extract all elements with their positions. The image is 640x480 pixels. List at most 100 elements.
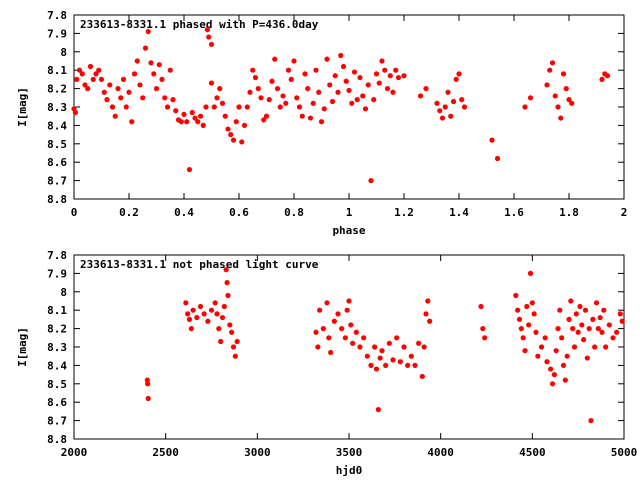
unphased-data-point (559, 335, 565, 341)
unphased-data-point (324, 300, 330, 306)
phased-data-point (82, 82, 88, 88)
unphased-data-point (478, 303, 484, 310)
unphased-chart-title: 233613-8331.1 not phased light curve (80, 258, 319, 271)
phased-data-point (357, 74, 363, 81)
phased-x-tick-label: 1.8 (559, 206, 579, 219)
unphased-data-point (555, 326, 561, 332)
unphased-data-point (373, 366, 380, 372)
unphased-data-point (619, 318, 625, 324)
unphased-data-point (610, 335, 616, 341)
phased-data-point (555, 104, 561, 110)
phased-data-point (93, 71, 99, 77)
unphased-data-point (544, 359, 550, 365)
phased-data-point (192, 115, 198, 121)
unphased-data-points (144, 267, 625, 424)
phased-data-point (445, 89, 451, 95)
unphased-data-point (560, 362, 567, 368)
phased-y-tick-label: 7.9 (47, 27, 67, 40)
unphased-data-point (205, 318, 211, 324)
unphased-data-point (535, 353, 541, 359)
unphased-data-point (421, 344, 427, 350)
phased-data-point (153, 86, 160, 92)
unphased-data-point (320, 326, 326, 332)
phased-data-point (327, 82, 333, 88)
unphased-data-point (218, 338, 224, 345)
phased-data-point (390, 89, 396, 95)
unphased-data-point (579, 322, 585, 328)
unphased-y-tick-label: 8 (60, 286, 67, 299)
unphased-data-point (377, 355, 383, 361)
unphased-data-point (513, 292, 519, 299)
phased-data-point (90, 76, 96, 82)
unphased-data-point (190, 307, 196, 313)
unphased-data-point (227, 322, 233, 328)
unphased-data-point (423, 311, 429, 317)
unphased-data-point (375, 406, 381, 413)
phased-data-point (241, 122, 248, 128)
phased-data-point (115, 86, 121, 92)
phased-data-point (120, 76, 127, 82)
unphased-data-point (145, 381, 151, 387)
unphased-y-tick-label: 8.8 (47, 433, 67, 446)
unphased-data-point (592, 344, 598, 350)
unphased-data-point (219, 314, 226, 321)
phased-y-tick-label: 8.2 (47, 83, 67, 96)
phased-plot-frame (73, 14, 625, 200)
phased-data-point (373, 71, 380, 77)
phased-data-point (544, 82, 550, 88)
phased-data-point (280, 93, 286, 99)
unphased-data-point (599, 329, 605, 335)
phased-x-tick-label: 0.6 (229, 206, 249, 219)
phased-data-point (351, 69, 358, 75)
unphased-data-point (584, 355, 590, 361)
unphased-y-tick-label: 7.9 (47, 267, 67, 280)
phased-data-point (437, 108, 443, 114)
unphased-data-point (225, 292, 231, 299)
unphased-data-point (208, 307, 215, 313)
unphased-data-point (557, 307, 563, 313)
phased-data-point (219, 100, 226, 106)
phased-data-point (552, 93, 558, 99)
unphased-data-point (603, 344, 609, 350)
phased-x-tick-labels: 0 0.2 0.4 0.6 0.8 1 1.2 1.4 1.6 1.8 2 (71, 206, 628, 219)
unphased-data-point (390, 357, 396, 363)
unphased-y-tick-label: 8.5 (47, 378, 67, 391)
unphased-data-point (214, 311, 220, 317)
phased-data-point (569, 100, 575, 106)
phased-data-point (189, 109, 195, 116)
phased-panel: 0 0.2 0.4 0.6 0.8 1 1.2 1.4 1.6 1.8 2 7.8 7.9 8 8.1 8.… (16, 9, 627, 237)
phased-data-point (222, 113, 228, 119)
phased-data-point (104, 97, 110, 103)
phased-data-point (197, 113, 204, 119)
unphased-y-tick-label: 8.2 (47, 323, 67, 336)
phased-x-tick-label: 1.2 (394, 206, 414, 219)
unphased-data-point (342, 335, 348, 341)
phased-x-tick-label: 0 (71, 206, 78, 219)
phased-x-tick-label: 1.6 (504, 206, 524, 219)
unphased-data-point (425, 298, 431, 304)
unphased-data-point (566, 316, 572, 322)
phased-data-point (272, 56, 278, 62)
unphased-data-point (590, 316, 596, 322)
unphased-data-point (348, 322, 354, 328)
phased-data-point (494, 155, 501, 162)
phased-data-point (274, 86, 281, 92)
phased-data-point (558, 115, 564, 121)
unphased-data-point (326, 335, 332, 341)
phased-data-point (200, 122, 206, 128)
unphased-data-point (353, 329, 359, 335)
phased-data-point (181, 111, 187, 117)
unphased-data-point (223, 267, 229, 273)
phased-data-point (527, 95, 534, 101)
unphased-data-point (526, 322, 532, 328)
phased-data-point (258, 95, 264, 101)
phased-data-point (101, 89, 107, 95)
phased-data-point (329, 98, 336, 105)
unphased-data-point (201, 311, 207, 317)
phased-y-axis-label: I[mag] (16, 87, 29, 127)
phased-y-tick-label: 8 (60, 46, 67, 59)
phased-data-point (291, 58, 297, 64)
phased-data-point (236, 104, 242, 110)
phased-x-axis-label: phase (332, 224, 365, 237)
